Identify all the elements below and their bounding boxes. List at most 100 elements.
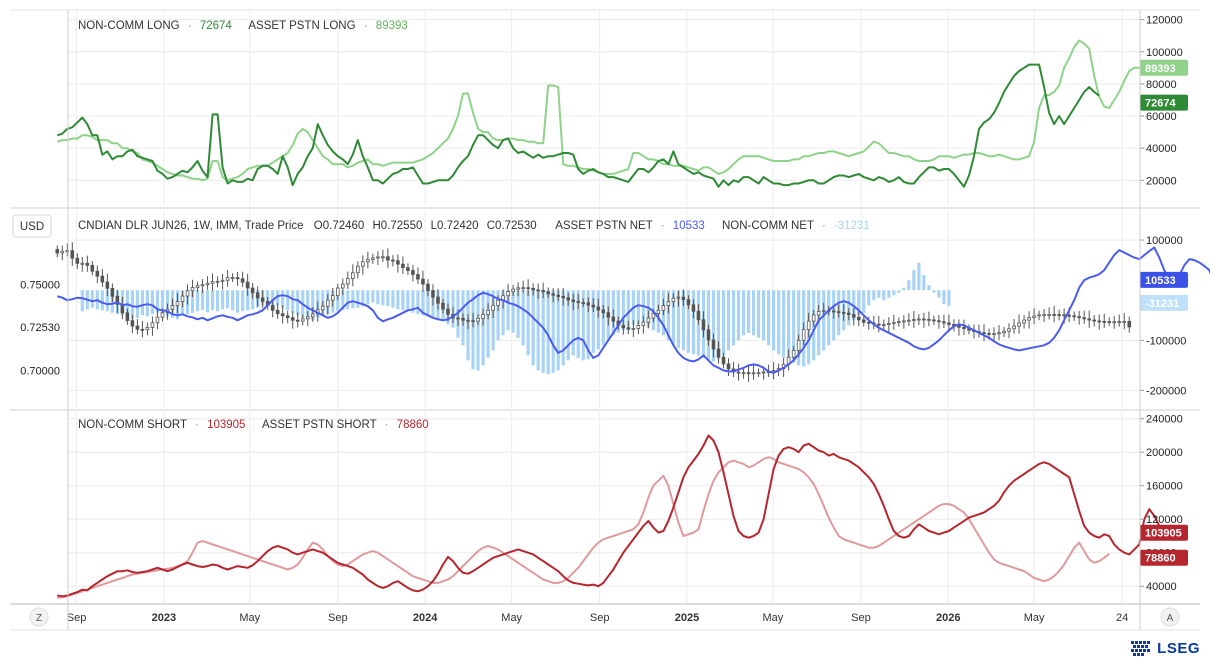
top-gridlines [68, 10, 1140, 206]
non-comm-net-bar [686, 290, 691, 353]
candle-body [255, 292, 260, 299]
candle-body [791, 349, 796, 358]
candle-body [686, 299, 691, 306]
non-comm-net-bar [872, 290, 876, 301]
non-comm-net-bar [756, 290, 761, 338]
top-pane: 20000 40000 60000 80000 100000 120000 NON-COM… [56, 10, 1183, 206]
candle-body [691, 304, 696, 312]
candle-body [661, 305, 666, 311]
candle-body [361, 261, 365, 267]
candle-body [586, 302, 591, 306]
candle-body [746, 372, 751, 375]
time-tick-label: May [762, 612, 783, 624]
non-comm-net-bar [907, 280, 911, 291]
candle-body [801, 329, 806, 341]
price-tick-label: 0.72530 [20, 322, 60, 334]
candle-body [325, 299, 330, 307]
candle-body [175, 301, 180, 307]
candle-body [1012, 325, 1016, 330]
legend-noncomm-short-value: 103905 [207, 419, 245, 431]
non-comm-net-bar [501, 290, 505, 336]
ohlc-high: H0.72550 [373, 220, 423, 232]
non-comm-net-bar [386, 290, 390, 307]
legend-noncomm-net-value: -31231 [834, 220, 870, 232]
candle-body [270, 305, 275, 311]
non-comm-net-bar [902, 287, 906, 291]
candle-body [811, 314, 816, 322]
candle-body [1112, 321, 1117, 324]
candle-body [70, 250, 75, 259]
non-comm-net-bar [381, 290, 385, 306]
non-comm-net-bar [932, 290, 936, 293]
currency-box[interactable]: USD [12, 214, 52, 238]
price-axis[interactable]: 0.70000 0.72530 0.75000 [20, 280, 60, 378]
bottom-y-axis[interactable]: 4000080000120000160000200000240000 [1140, 414, 1183, 594]
candle-body [576, 301, 581, 303]
candle-body [260, 297, 265, 302]
time-tick-label: 2024 [413, 612, 438, 624]
non-comm-net-bar [541, 290, 545, 373]
zoom-control[interactable]: Z [29, 607, 49, 627]
non-comm-net-bar [766, 290, 771, 346]
top-y-axis[interactable]: 20000 40000 60000 80000 100000 120000 [1140, 15, 1183, 188]
candle-body [927, 318, 931, 321]
candle-body [215, 280, 220, 283]
asset-pstn-long-line [56, 39, 1145, 182]
candle-body [305, 316, 310, 320]
candle-body [150, 322, 155, 328]
candle-body [340, 283, 345, 289]
candle-body [821, 310, 826, 312]
axis-tick-label: 60000 [1146, 111, 1177, 123]
non-comm-net-bar [761, 290, 766, 341]
non-comm-net-bar [561, 290, 565, 366]
non-comm-net-bar [892, 290, 896, 296]
non-comm-net-bar [481, 290, 485, 366]
candle-body [606, 312, 611, 318]
candle-body [75, 257, 80, 264]
candle-body [997, 332, 1001, 335]
candle-body [516, 287, 520, 290]
non-comm-net-bar [215, 290, 220, 312]
time-axis[interactable]: Sep 2023 May Sep 2024 May Sep 2025 May Sep 2026 May… [67, 612, 1128, 624]
candle-body [496, 299, 500, 306]
candle-body [831, 310, 836, 313]
non-comm-net-bar [621, 290, 625, 331]
candle-body [761, 371, 766, 374]
candle-body [416, 274, 420, 280]
non-comm-net-bar [551, 290, 555, 373]
candle-body [1082, 317, 1086, 320]
non-comm-net-bar [571, 290, 575, 356]
legend-noncomm-long-label: NON-COMM LONG [78, 20, 180, 32]
candle-body [145, 327, 150, 331]
candle-body [1092, 319, 1097, 322]
non-comm-net-bar [396, 290, 400, 310]
non-comm-net-bar [251, 290, 255, 310]
non-comm-net-bar [591, 290, 595, 353]
non-comm-long-line [56, 63, 1100, 188]
candle-body [856, 316, 861, 321]
candle-body [1027, 317, 1031, 321]
non-comm-net-bar [782, 290, 786, 358]
non-comm-net-bar [887, 290, 891, 298]
price-tick-label: 0.70000 [20, 365, 60, 377]
legend-dot: · [385, 419, 389, 431]
candle-body [957, 325, 961, 328]
candle-body [105, 281, 110, 289]
non-comm-net-bar [726, 290, 731, 351]
candle-body [491, 304, 495, 311]
candle-body [366, 259, 370, 263]
net-axis[interactable]: -200000 -100000 100000 [1140, 235, 1186, 397]
candle-body [922, 318, 926, 321]
candle-body [356, 265, 360, 274]
auto-scale-control[interactable]: A [1160, 607, 1180, 627]
candle-body [1037, 314, 1041, 317]
non-comm-net-bar [135, 290, 140, 318]
candle-body [806, 320, 811, 330]
candle-body [406, 267, 410, 271]
candle-body [230, 277, 235, 279]
candle-body [285, 315, 290, 319]
candle-body [706, 329, 711, 341]
axis-tick-label: 120000 [1146, 15, 1183, 27]
non-comm-net-bar [566, 290, 570, 361]
candle-body [85, 262, 90, 266]
